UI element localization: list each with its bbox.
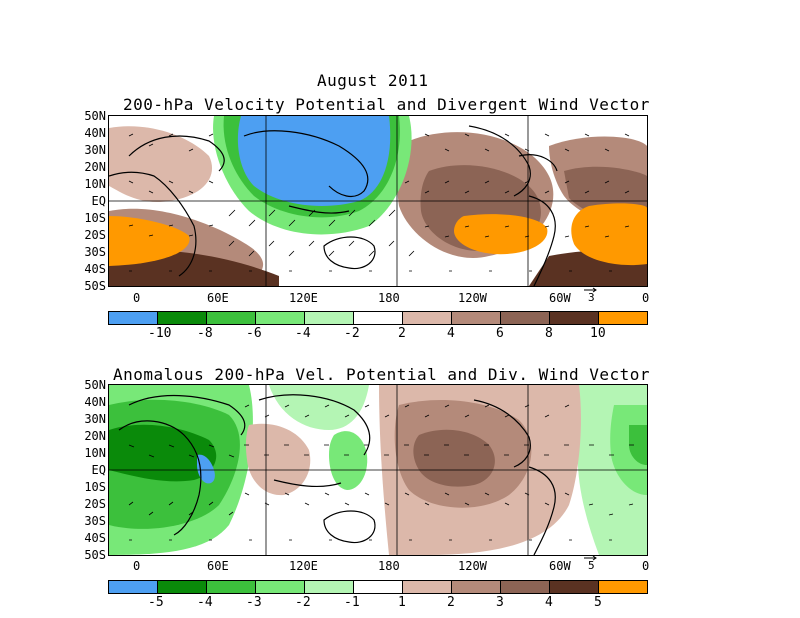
colorbar-swatch: [550, 312, 599, 324]
colorbar-label: 1: [398, 595, 406, 610]
panel-2-lon-label: 0: [642, 559, 650, 573]
colorbar-label: 10: [590, 326, 606, 341]
colorbar-swatch: [256, 581, 305, 593]
panel-2-lat-label: 40S: [84, 531, 106, 545]
colorbar-label: -2: [344, 326, 360, 341]
colorbar-swatch: [109, 312, 158, 324]
panel-2-lon-label: 120E: [289, 559, 318, 573]
colorbar-label: -10: [148, 326, 172, 341]
panel-1-lat-label: 40N: [84, 126, 106, 140]
colorbar-swatch: [305, 312, 354, 324]
panel-2-colorbar: [108, 580, 648, 594]
panel-2-title: Anomalous 200-hPa Vel. Potential and Div…: [113, 365, 651, 384]
panel-1-lon-label: 0: [133, 291, 141, 305]
vector-reference-arrow-icon: [584, 287, 597, 293]
colorbar-swatch: [599, 312, 647, 324]
panel-1-lon-label: 60E: [207, 291, 229, 305]
panel-2-lon-label: 120W: [458, 559, 487, 573]
panel-1-lon-label: 0: [642, 291, 650, 305]
vector-reference-arrow-icon: [584, 555, 597, 561]
panel-2-map-svg: [109, 385, 647, 555]
colorbar-label: 4: [447, 326, 455, 341]
panel-1-map-svg: [109, 116, 647, 286]
colorbar-swatch: [305, 581, 354, 593]
panel-1-map: [108, 115, 648, 287]
colorbar-swatch: [452, 581, 501, 593]
colorbar-swatch: [501, 312, 550, 324]
panel-1-lon-label: 180: [378, 291, 400, 305]
colorbar-swatch: [501, 581, 550, 593]
colorbar-label: -6: [246, 326, 262, 341]
panel-2-lat-label: 40N: [84, 395, 106, 409]
panel-2-lon-label: 60E: [207, 559, 229, 573]
colorbar-swatch: [109, 581, 158, 593]
colorbar-label: 2: [398, 326, 406, 341]
colorbar-label: -3: [246, 595, 262, 610]
panel-2-lat-label: 10S: [84, 480, 106, 494]
panel-2-lat-label: EQ: [91, 463, 106, 477]
panel-2-map: [108, 384, 648, 556]
panel-2-lat-label: 20S: [84, 497, 106, 511]
colorbar-swatch: [452, 312, 501, 324]
colorbar-swatch: [158, 312, 207, 324]
colorbar-label: -2: [295, 595, 311, 610]
panel-1-lat-label: 20N: [84, 160, 106, 174]
colorbar-swatch: [403, 312, 452, 324]
colorbar-label: -1: [344, 595, 360, 610]
colorbar-label: 8: [545, 326, 553, 341]
panel-2-lon-label: 0: [133, 559, 141, 573]
panel-1-vector-ref-value: 3: [588, 291, 595, 304]
colorbar-label: -4: [295, 326, 311, 341]
panel-2-vector-ref-value: 5: [588, 559, 595, 572]
panel-1-lon-label: 120E: [289, 291, 318, 305]
colorbar-label: -8: [197, 326, 213, 341]
colorbar-label: 4: [545, 595, 553, 610]
colorbar-swatch: [599, 581, 647, 593]
colorbar-label: 6: [496, 326, 504, 341]
panel-2-lat-label: 10N: [84, 446, 106, 460]
figure-title: August 2011: [317, 71, 429, 90]
colorbar-swatch: [207, 581, 256, 593]
colorbar-label: 5: [594, 595, 602, 610]
panel-2-lat-label: 20N: [84, 429, 106, 443]
panel-1-lat-label: 30N: [84, 143, 106, 157]
colorbar-label: -5: [148, 595, 164, 610]
panel-2-lat-label: 50N: [84, 378, 106, 392]
panel-2-lon-label: 180: [378, 559, 400, 573]
panel-2-lat-label: 30N: [84, 412, 106, 426]
panel-1-lat-label: 50S: [84, 279, 106, 293]
colorbar-swatch: [207, 312, 256, 324]
colorbar-label: 2: [447, 595, 455, 610]
panel-2-lon-label: 60W: [549, 559, 571, 573]
colorbar-swatch: [158, 581, 207, 593]
panel-1-lat-label: 20S: [84, 228, 106, 242]
panel-1-lon-label: 60W: [549, 291, 571, 305]
panel-1-lat-label: 50N: [84, 109, 106, 123]
colorbar-swatch: [256, 312, 305, 324]
panel-1-colorbar: [108, 311, 648, 325]
panel-2-lat-label: 50S: [84, 548, 106, 562]
panel-1-lat-label: EQ: [91, 194, 106, 208]
colorbar-label: 3: [496, 595, 504, 610]
colorbar-swatch: [354, 312, 403, 324]
panel-2-lat-label: 30S: [84, 514, 106, 528]
panel-1-lat-label: 40S: [84, 262, 106, 276]
colorbar-swatch: [550, 581, 599, 593]
colorbar-label: -4: [197, 595, 213, 610]
panel-1-lat-label: 10S: [84, 211, 106, 225]
colorbar-swatch: [354, 581, 403, 593]
panel-1-title: 200-hPa Velocity Potential and Divergent…: [123, 95, 650, 114]
colorbar-swatch: [403, 581, 452, 593]
panel-1-lon-label: 120W: [458, 291, 487, 305]
panel-1-lat-label: 30S: [84, 245, 106, 259]
panel-1-lat-label: 10N: [84, 177, 106, 191]
